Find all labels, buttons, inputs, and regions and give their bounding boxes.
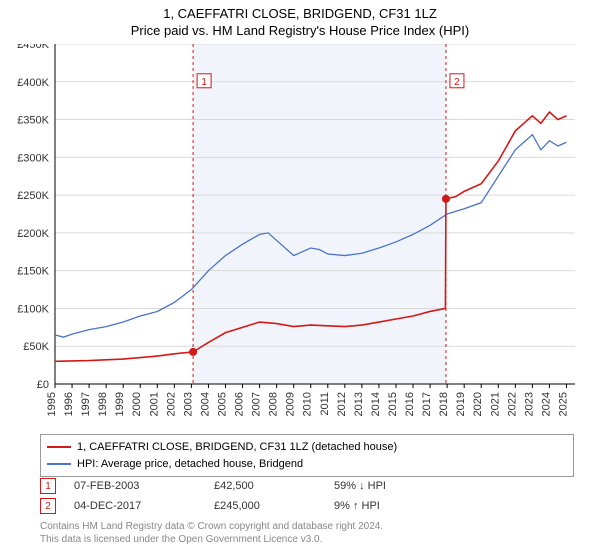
sale-price: £42,500 [214, 480, 334, 492]
svg-text:2001: 2001 [148, 392, 160, 416]
svg-text:2018: 2018 [438, 392, 450, 416]
svg-text:£200K: £200K [17, 228, 49, 240]
svg-text:2005: 2005 [216, 392, 228, 416]
table-row: 1 07-FEB-2003 £42,500 59% ↓ HPI [40, 476, 454, 496]
svg-text:£150K: £150K [17, 266, 49, 278]
svg-text:2013: 2013 [353, 392, 365, 416]
svg-text:£100K: £100K [17, 303, 49, 315]
svg-text:1996: 1996 [63, 392, 75, 416]
svg-text:2019: 2019 [455, 392, 467, 416]
svg-text:£350K: £350K [17, 115, 49, 127]
sale-price: £245,000 [214, 500, 334, 512]
sale-diff: 59% ↓ HPI [334, 480, 454, 492]
footer-line: Contains HM Land Registry data © Crown c… [40, 520, 383, 533]
footer-line: This data is licensed under the Open Gov… [40, 533, 383, 546]
sale-marker-2: 2 [40, 498, 56, 514]
svg-text:2: 2 [454, 77, 460, 88]
title-subtitle: Price paid vs. HM Land Registry's House … [0, 23, 600, 38]
svg-text:£50K: £50K [23, 341, 49, 353]
svg-text:2002: 2002 [165, 392, 177, 416]
svg-text:2012: 2012 [336, 392, 348, 416]
svg-text:2000: 2000 [131, 392, 143, 416]
svg-text:1997: 1997 [80, 392, 92, 416]
svg-text:2007: 2007 [251, 392, 263, 416]
svg-text:£400K: £400K [17, 77, 49, 89]
svg-text:2020: 2020 [472, 392, 484, 416]
sale-diff: 9% ↑ HPI [334, 500, 454, 512]
price-chart: £0 £50K £100K £150K £200K £250K £300K £350K £400… [0, 44, 600, 428]
svg-text:2010: 2010 [302, 392, 314, 416]
svg-text:2014: 2014 [370, 392, 382, 416]
svg-text:2009: 2009 [285, 392, 297, 416]
sale-date: 04-DEC-2017 [74, 500, 214, 512]
legend-label: 1, CAEFFATRI CLOSE, BRIDGEND, CF31 1LZ (… [77, 439, 397, 456]
svg-text:2023: 2023 [523, 392, 535, 416]
svg-text:2015: 2015 [387, 392, 399, 416]
svg-text:2024: 2024 [540, 392, 552, 416]
svg-text:2016: 2016 [404, 392, 416, 416]
svg-text:2004: 2004 [199, 392, 211, 416]
legend: 1, CAEFFATRI CLOSE, BRIDGEND, CF31 1LZ (… [40, 434, 574, 477]
footer-attribution: Contains HM Land Registry data © Crown c… [40, 520, 383, 546]
sale-date: 07-FEB-2003 [74, 480, 214, 492]
legend-label: HPI: Average price, detached house, Brid… [77, 456, 303, 473]
svg-text:£0: £0 [37, 379, 49, 391]
svg-text:2021: 2021 [489, 392, 501, 416]
legend-swatch [47, 446, 71, 448]
svg-text:1999: 1999 [114, 392, 126, 416]
svg-text:2025: 2025 [557, 392, 569, 416]
title-address: 1, CAEFFATRI CLOSE, BRIDGEND, CF31 1LZ [0, 6, 600, 21]
svg-text:1: 1 [201, 77, 207, 88]
svg-text:2006: 2006 [234, 392, 246, 416]
sale-marker-1: 1 [40, 478, 56, 494]
legend-item-price: 1, CAEFFATRI CLOSE, BRIDGEND, CF31 1LZ (… [47, 439, 567, 456]
svg-text:2022: 2022 [506, 392, 518, 416]
svg-text:2017: 2017 [421, 392, 433, 416]
legend-item-hpi: HPI: Average price, detached house, Brid… [47, 456, 567, 473]
svg-text:£450K: £450K [17, 44, 49, 51]
legend-swatch [47, 463, 71, 465]
svg-text:1995: 1995 [46, 392, 58, 416]
svg-text:1998: 1998 [97, 392, 109, 416]
table-row: 2 04-DEC-2017 £245,000 9% ↑ HPI [40, 496, 454, 516]
svg-text:2011: 2011 [319, 392, 331, 416]
sales-table: 1 07-FEB-2003 £42,500 59% ↓ HPI 2 04-DEC… [40, 476, 454, 516]
svg-text:2008: 2008 [268, 392, 280, 416]
svg-text:£250K: £250K [17, 190, 49, 202]
svg-text:2003: 2003 [182, 392, 194, 416]
svg-text:£300K: £300K [17, 152, 49, 164]
